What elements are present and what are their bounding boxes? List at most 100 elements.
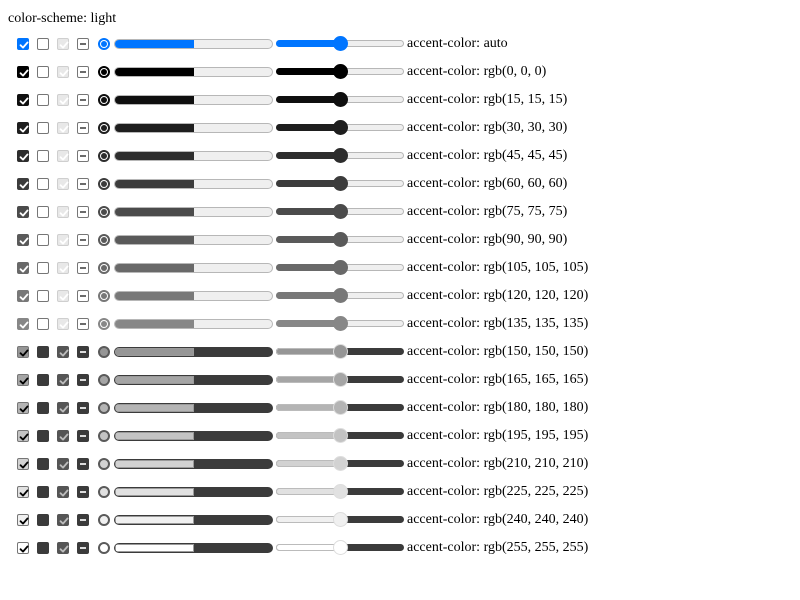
checkbox-disabled[interactable] [57,290,69,302]
checkbox-checked[interactable] [17,234,29,246]
range-slider[interactable] [276,202,404,222]
checkbox-disabled[interactable] [57,122,69,134]
range-slider[interactable] [276,370,404,390]
range-slider[interactable] [276,286,404,306]
checkbox-disabled[interactable] [57,430,69,442]
checkbox-unchecked[interactable] [37,458,49,470]
radio-selected[interactable] [98,346,110,358]
checkbox-checked[interactable] [17,206,29,218]
radio-selected[interactable] [98,542,110,554]
checkbox-unchecked[interactable] [37,402,49,414]
checkbox-indeterminate[interactable] [77,150,89,162]
range-thumb[interactable] [333,148,348,163]
range-slider[interactable] [276,258,404,278]
radio-selected[interactable] [98,514,110,526]
checkbox-unchecked[interactable] [37,514,49,526]
checkbox-checked[interactable] [17,374,29,386]
checkbox-disabled[interactable] [57,234,69,246]
checkbox-disabled[interactable] [57,38,69,50]
range-slider[interactable] [276,398,404,418]
range-thumb[interactable] [333,120,348,135]
radio-selected[interactable] [98,486,110,498]
checkbox-indeterminate[interactable] [77,178,89,190]
checkbox-indeterminate[interactable] [77,38,89,50]
checkbox-unchecked[interactable] [37,374,49,386]
checkbox-unchecked[interactable] [37,486,49,498]
checkbox-disabled[interactable] [57,150,69,162]
checkbox-unchecked[interactable] [37,66,49,78]
checkbox-unchecked[interactable] [37,38,49,50]
radio-selected[interactable] [98,262,110,274]
range-thumb[interactable] [333,36,348,51]
checkbox-indeterminate[interactable] [77,430,89,442]
checkbox-disabled[interactable] [57,318,69,330]
range-thumb[interactable] [333,232,348,247]
range-slider[interactable] [276,510,404,530]
checkbox-checked[interactable] [17,458,29,470]
checkbox-disabled[interactable] [57,402,69,414]
range-slider[interactable] [276,454,404,474]
checkbox-checked[interactable] [17,178,29,190]
range-thumb[interactable] [333,64,348,79]
checkbox-checked[interactable] [17,290,29,302]
checkbox-checked[interactable] [17,346,29,358]
range-slider[interactable] [276,230,404,250]
range-thumb[interactable] [333,288,348,303]
checkbox-disabled[interactable] [57,94,69,106]
radio-selected[interactable] [98,374,110,386]
checkbox-checked[interactable] [17,402,29,414]
checkbox-disabled[interactable] [57,374,69,386]
checkbox-disabled[interactable] [57,542,69,554]
checkbox-indeterminate[interactable] [77,402,89,414]
range-thumb[interactable] [333,512,348,527]
checkbox-indeterminate[interactable] [77,374,89,386]
checkbox-indeterminate[interactable] [77,206,89,218]
checkbox-disabled[interactable] [57,262,69,274]
range-thumb[interactable] [333,260,348,275]
checkbox-checked[interactable] [17,430,29,442]
range-slider[interactable] [276,62,404,82]
checkbox-unchecked[interactable] [37,430,49,442]
checkbox-checked[interactable] [17,122,29,134]
checkbox-disabled[interactable] [57,66,69,78]
checkbox-indeterminate[interactable] [77,234,89,246]
range-thumb[interactable] [333,428,348,443]
radio-selected[interactable] [98,290,110,302]
range-slider[interactable] [276,118,404,138]
checkbox-indeterminate[interactable] [77,290,89,302]
checkbox-unchecked[interactable] [37,262,49,274]
checkbox-checked[interactable] [17,150,29,162]
range-thumb[interactable] [333,372,348,387]
checkbox-disabled[interactable] [57,206,69,218]
checkbox-unchecked[interactable] [37,122,49,134]
checkbox-unchecked[interactable] [37,346,49,358]
checkbox-indeterminate[interactable] [77,486,89,498]
radio-selected[interactable] [98,234,110,246]
checkbox-unchecked[interactable] [37,150,49,162]
range-thumb[interactable] [333,400,348,415]
range-thumb[interactable] [333,540,348,555]
range-slider[interactable] [276,174,404,194]
range-slider[interactable] [276,90,404,110]
checkbox-unchecked[interactable] [37,290,49,302]
checkbox-checked[interactable] [17,66,29,78]
range-slider[interactable] [276,342,404,362]
range-slider[interactable] [276,314,404,334]
checkbox-disabled[interactable] [57,178,69,190]
radio-selected[interactable] [98,430,110,442]
radio-selected[interactable] [98,122,110,134]
checkbox-checked[interactable] [17,542,29,554]
radio-selected[interactable] [98,458,110,470]
checkbox-checked[interactable] [17,318,29,330]
range-slider[interactable] [276,538,404,558]
checkbox-indeterminate[interactable] [77,542,89,554]
radio-selected[interactable] [98,94,110,106]
range-slider[interactable] [276,426,404,446]
checkbox-unchecked[interactable] [37,234,49,246]
checkbox-unchecked[interactable] [37,542,49,554]
range-thumb[interactable] [333,176,348,191]
checkbox-checked[interactable] [17,38,29,50]
checkbox-indeterminate[interactable] [77,458,89,470]
range-slider[interactable] [276,146,404,166]
radio-selected[interactable] [98,402,110,414]
